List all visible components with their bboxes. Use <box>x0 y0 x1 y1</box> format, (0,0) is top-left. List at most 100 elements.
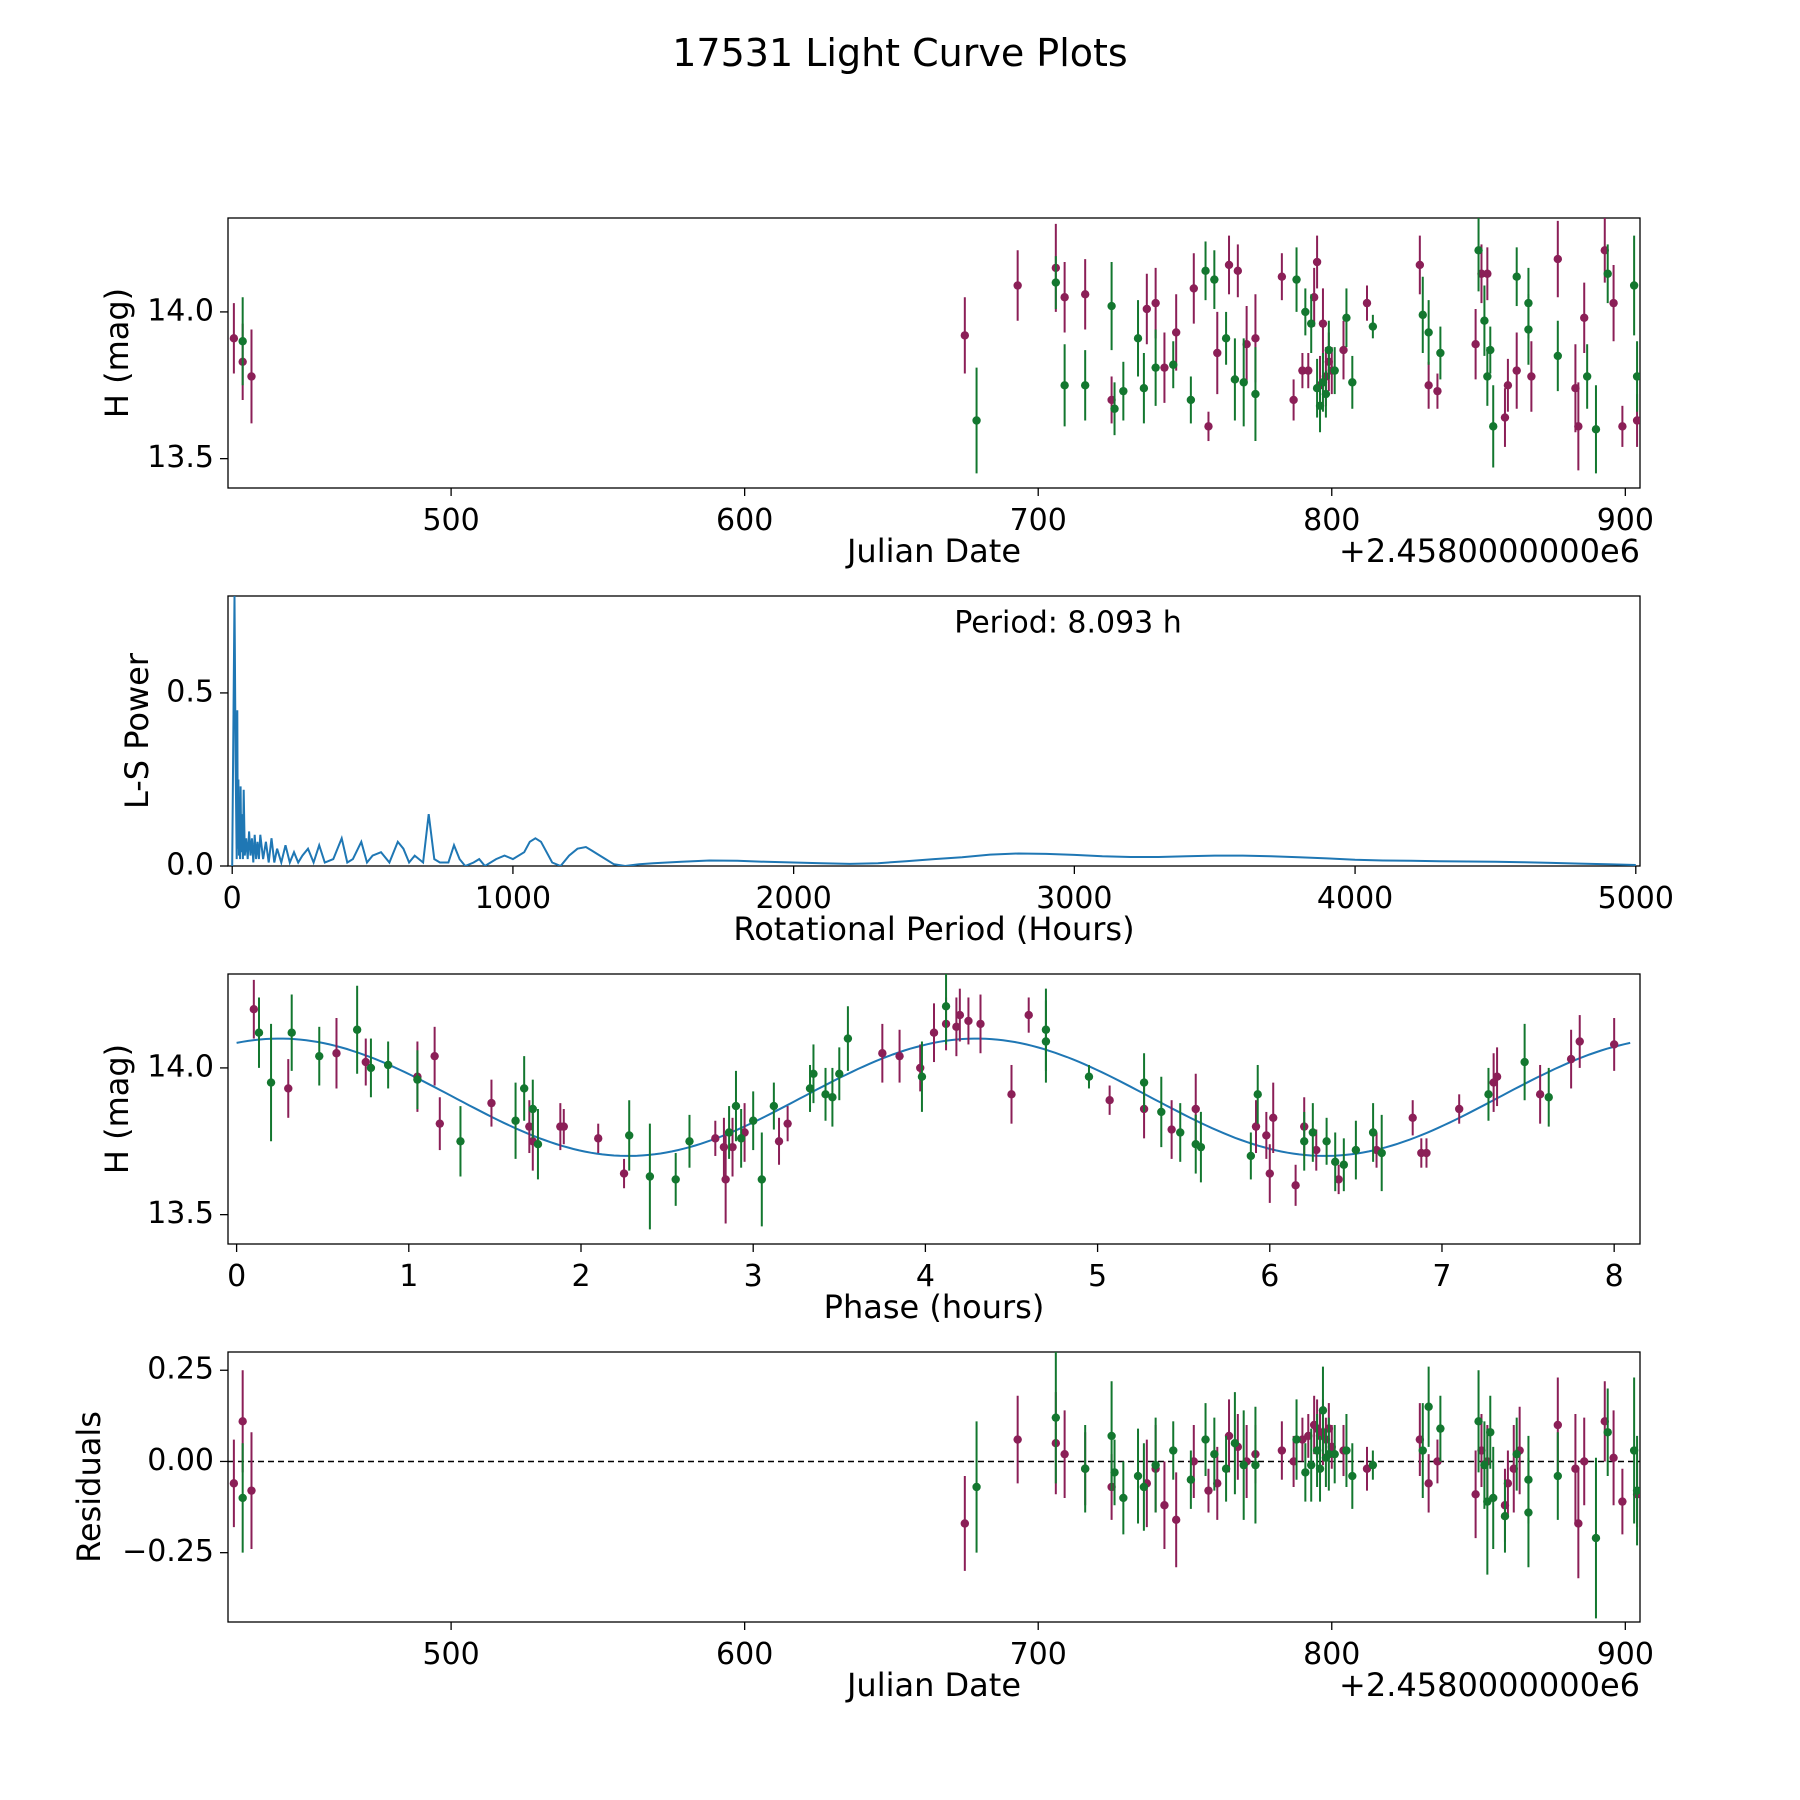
data-point <box>1060 293 1069 302</box>
x-tick-label: 5000 <box>1598 881 1674 916</box>
y-tick-label: 13.5 <box>147 440 214 475</box>
data-point <box>1334 1175 1343 1184</box>
x-tick-label: 0 <box>227 1259 246 1294</box>
data-point <box>1418 310 1427 320</box>
data-point <box>1603 1428 1612 1437</box>
data-point <box>952 1022 961 1032</box>
y-tick-label: 0.0 <box>166 848 214 883</box>
data-point <box>1139 1078 1149 1087</box>
data-point <box>1060 1449 1069 1459</box>
data-point <box>1433 386 1442 396</box>
data-point <box>1307 319 1316 328</box>
x-tick-label: 6 <box>1260 1259 1279 1294</box>
data-point <box>366 1063 376 1073</box>
data-point <box>1520 1057 1529 1067</box>
data-point <box>1292 1435 1301 1444</box>
plot-area <box>227 973 1641 1245</box>
y-tick-label: 14.0 <box>147 293 214 328</box>
data-point <box>533 1140 543 1149</box>
power-curve <box>231 596 1636 866</box>
data-point <box>1160 363 1169 372</box>
data-point <box>1553 351 1563 361</box>
data-point <box>1171 328 1181 337</box>
data-point <box>352 1025 362 1034</box>
data-point <box>1618 1497 1627 1506</box>
data-point <box>895 1051 904 1061</box>
x-tick-label: 5 <box>1088 1259 1107 1294</box>
data-point <box>1582 372 1592 381</box>
data-point <box>1160 1501 1169 1510</box>
plot-content <box>228 1352 1640 1619</box>
y-tick-label: 13.5 <box>147 1196 214 1231</box>
data-point <box>1609 1040 1619 1049</box>
data-point <box>835 1069 844 1078</box>
data-point <box>361 1057 370 1067</box>
data-point <box>1107 301 1116 311</box>
data-point <box>1251 1460 1260 1470</box>
data-point <box>287 1028 296 1037</box>
data-point <box>1151 298 1160 308</box>
data-point <box>960 1519 970 1528</box>
data-point <box>1422 1148 1431 1158</box>
data-point <box>559 1122 568 1131</box>
data-point <box>1415 260 1425 270</box>
data-point <box>1080 381 1090 390</box>
data-point <box>1169 1446 1178 1455</box>
data-point <box>1418 1446 1427 1455</box>
x-tick-label: 500 <box>422 503 479 538</box>
data-point <box>266 1078 276 1087</box>
data-point <box>721 1175 730 1184</box>
data-point <box>1157 1107 1166 1117</box>
data-point <box>1553 1420 1563 1430</box>
data-point <box>1377 1148 1386 1158</box>
data-point <box>1251 389 1260 399</box>
data-point <box>1110 1468 1119 1477</box>
data-point <box>1151 1460 1160 1470</box>
x-tick-label: 1 <box>399 1259 418 1294</box>
data-point <box>1324 1449 1334 1459</box>
y-tick-label: 0.25 <box>147 1352 214 1387</box>
data-point <box>1176 1128 1185 1137</box>
data-point <box>1312 1145 1321 1155</box>
x-tick-label: 8 <box>1605 1259 1624 1294</box>
data-point <box>1300 1137 1309 1146</box>
data-point <box>1201 266 1210 276</box>
data-point <box>728 1142 737 1152</box>
data-point <box>1424 1402 1433 1411</box>
data-point <box>1492 1072 1502 1081</box>
data-point <box>487 1098 496 1108</box>
data-point <box>1169 360 1178 369</box>
plot-content <box>231 596 1636 866</box>
data-point <box>1013 1435 1022 1444</box>
x-tick-label: 800 <box>1303 503 1360 538</box>
y-axis-label: Residuals <box>70 1411 108 1563</box>
x-tick-label: 3 <box>744 1259 763 1294</box>
panel-periodogram: 0 1000 2000 3000 4000 5000 0.0 0.5 Period: 8.09… <box>118 595 1674 948</box>
data-point <box>435 1119 444 1128</box>
data-point <box>731 1101 741 1111</box>
data-point <box>238 1493 247 1503</box>
data-point <box>249 1005 259 1014</box>
data-point <box>1196 1142 1206 1152</box>
plot-area <box>227 217 1641 489</box>
data-point <box>1139 1482 1149 1492</box>
data-point <box>1307 1460 1316 1470</box>
data-point <box>456 1137 465 1146</box>
data-point <box>1110 404 1119 413</box>
data-point <box>1304 366 1313 375</box>
data-point <box>1233 266 1243 276</box>
data-point <box>1348 378 1357 387</box>
data-point <box>625 1131 634 1140</box>
data-point <box>1246 1151 1256 1161</box>
data-point <box>1524 325 1533 334</box>
marks: 0 1000 2000 3000 4000 5000 0.0 0.5 <box>166 596 1674 916</box>
data-point <box>1277 1446 1287 1455</box>
data-point <box>1080 1464 1090 1473</box>
y-axis-label: H (mag) <box>98 1044 136 1174</box>
data-point <box>1321 389 1331 399</box>
data-point <box>1204 1486 1213 1495</box>
data-point <box>1603 269 1612 278</box>
data-point <box>748 1116 758 1125</box>
